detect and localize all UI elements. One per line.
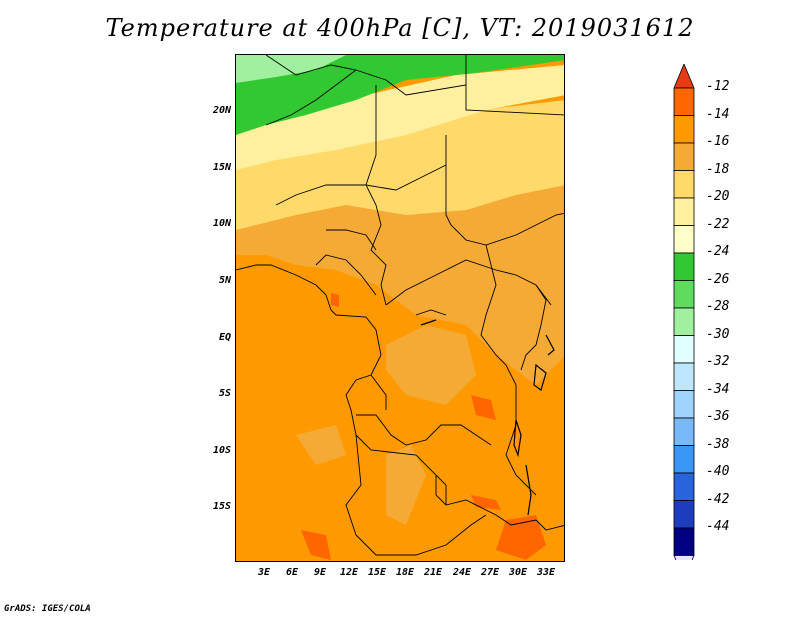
lon-label-33e: 33E [536,567,556,578]
colorbar-segment [673,197,695,226]
colorbar-segment [673,445,695,474]
temperature-map [235,54,565,562]
colorbar-segment [673,335,695,364]
lon-label-12e: 12E [339,567,359,578]
colorbar-label: -26 [706,271,730,287]
colorbar-segment [673,390,695,419]
colorbar-label: -42 [706,491,730,507]
field-patch-congo [386,325,476,405]
lon-label-27e: 27E [480,567,500,578]
lat-label-15s: 15S [212,501,231,512]
colorbar-label: -16 [706,134,730,149]
lat-label-20n: 20N [212,105,231,116]
lat-label-5s: 5S [218,388,231,399]
colorbar-label: -44 [706,519,730,534]
field-hot-drc-east [471,395,496,420]
colorbar-label: -30 [706,326,730,342]
colorbar-label: -14 [706,106,730,122]
colorbar-label: -32 [706,354,730,369]
field-band-light-green [236,55,346,83]
lon-label-9e: 9E [313,567,327,578]
colorbar-label: -12 [706,79,730,94]
lat-label-10n: 10N [212,218,231,229]
field-patch-west [296,425,346,465]
lon-label-3e: 3E [257,567,271,578]
map-title: Temperature at 400hPa [C], VT: 201903161… [105,14,695,42]
colorbar-segment [673,142,695,171]
colorbar-segment [673,527,695,556]
field-band-green [236,55,564,135]
colorbar-segment [673,500,695,529]
colorbar-label: -34 [706,381,730,397]
lat-label-10s: 10S [212,445,231,456]
colorbar-bottom-arrow [673,555,695,560]
colorbar-label: -40 [706,464,730,479]
colorbar-segment [673,115,695,144]
colorbar-segment [673,307,695,336]
colorbar-segment [673,280,695,309]
colorbar [673,64,695,560]
colorbar-segment [673,87,695,116]
lat-label-eq: EQ [218,332,231,343]
colorbar-label: -36 [706,409,730,424]
colorbar-label: -18 [706,161,730,177]
colorbar-label: -38 [706,436,730,452]
field-band-pale-yellow [236,65,564,170]
colorbar-segment [673,472,695,501]
colorbar-segment [673,252,695,281]
colorbar-segments [673,64,695,560]
colorbar-segment [673,225,695,254]
lat-label-5n: 5N [218,275,231,286]
lon-label-6e: 6E [285,567,299,578]
field-patch-angola [386,445,426,525]
field-hot-zambia [496,515,546,560]
lon-label-21e: 21E [423,567,443,578]
lon-label-24e: 24E [452,567,472,578]
field-hot-angola-coast [301,530,331,560]
lat-label-15n: 15N [212,162,231,173]
colorbar-top-arrow [673,64,695,89]
field-band-yellow [236,100,564,230]
lon-label-18e: 18E [395,567,415,578]
colorbar-segment [673,170,695,199]
map-field [236,55,564,561]
colorbar-label: -22 [706,216,730,232]
colorbar-label: -20 [706,189,730,204]
colorbar-label: -24 [706,244,730,259]
footer-credit: GrADS: IGES/COLA [4,604,91,614]
lakes [420,319,555,516]
colorbar-label: -28 [706,299,730,314]
colorbar-segment [673,362,695,391]
country-borders [236,55,564,556]
lon-label-15e: 15E [367,567,387,578]
field-hot-cameroon [331,293,339,307]
lon-label-30e: 30E [508,567,528,578]
colorbar-segment [673,417,695,446]
